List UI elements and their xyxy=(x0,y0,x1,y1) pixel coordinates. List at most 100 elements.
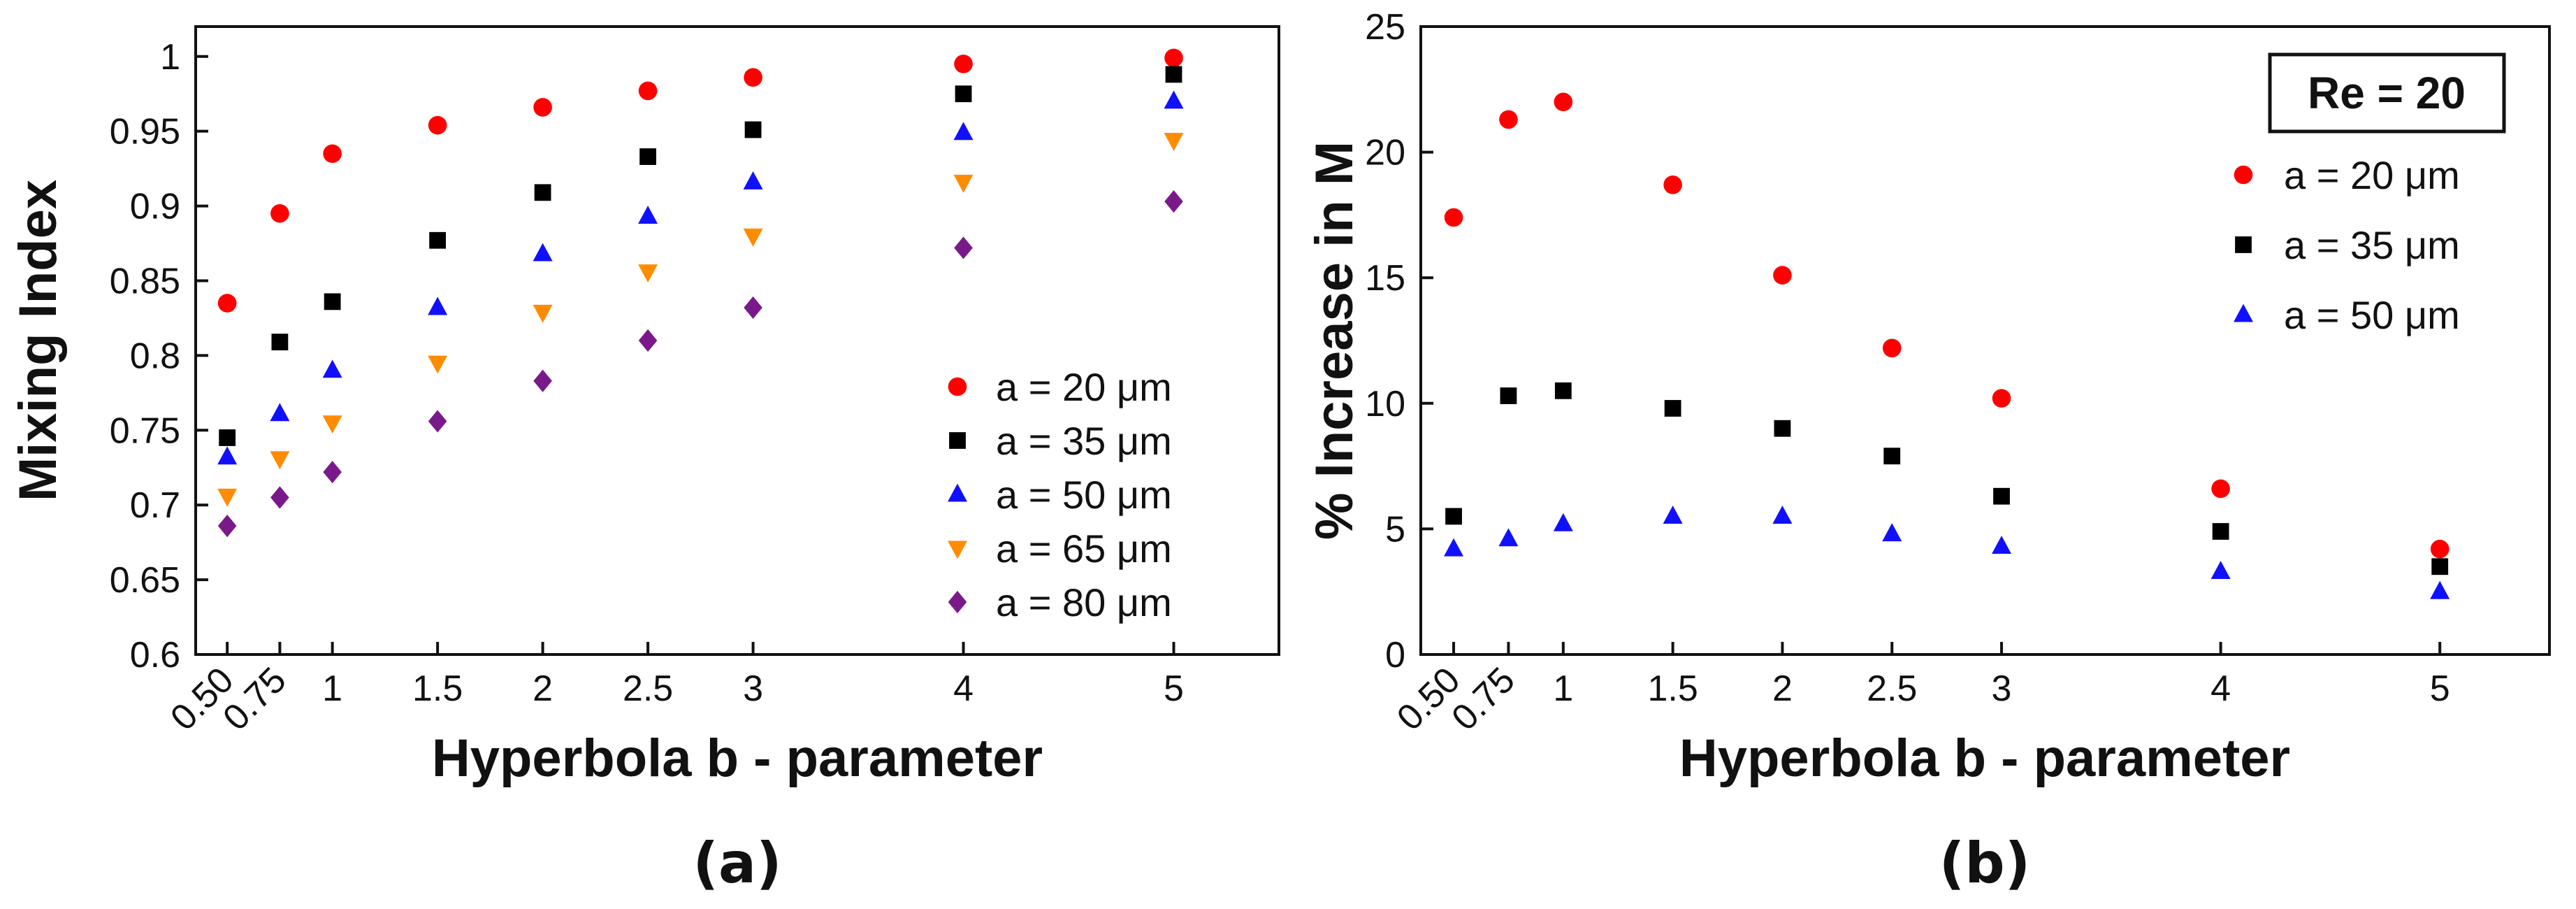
x-tick-label: 1 xyxy=(322,668,342,709)
data-point xyxy=(428,296,448,315)
y-tick-label: 0.85 xyxy=(110,261,180,301)
data-point xyxy=(1498,528,1519,547)
legend-marker xyxy=(948,377,967,396)
y-tick-label: 0.7 xyxy=(130,485,180,526)
data-point xyxy=(1992,536,2012,554)
data-points-b xyxy=(1444,92,2450,599)
y-ticks-b: 0 5 10 15 20 25 xyxy=(1365,7,1433,675)
y-axis-label-b: % Increase in M xyxy=(1305,141,1364,540)
data-point xyxy=(428,115,447,135)
data-point xyxy=(1664,400,1681,417)
data-point xyxy=(217,515,237,538)
data-point xyxy=(744,121,762,138)
x-tick-label: 2 xyxy=(1772,668,1793,709)
data-point xyxy=(2431,558,2449,575)
data-point xyxy=(2212,523,2229,540)
x-axis-label-b: Hyperbola b - parameter xyxy=(1679,729,2290,788)
data-point xyxy=(1663,506,1683,524)
data-point xyxy=(1444,208,1463,227)
re-annotation-text: Re = 20 xyxy=(2308,68,2466,118)
data-point xyxy=(2211,479,2230,499)
data-point xyxy=(324,293,341,310)
y-ticks-a: 0.6 0.65 0.7 0.75 0.8 0.85 0.9 0.95 1 xyxy=(110,37,208,675)
legend-label: a = 35 μm xyxy=(2284,223,2460,267)
data-point xyxy=(953,174,974,193)
legend-label: a = 50 μm xyxy=(996,473,1172,517)
data-point xyxy=(533,243,553,262)
legend-a: a = 20 μm a = 35 μm a = 50 μm a = 65 μm a = … xyxy=(948,365,1172,624)
y-tick-label: 5 xyxy=(1385,509,1405,550)
data-point xyxy=(1992,389,2011,408)
data-point xyxy=(1164,90,1184,109)
y-axis-label-a: Mixing Index xyxy=(8,180,68,501)
data-point xyxy=(953,122,974,141)
y-tick-label: 1 xyxy=(160,37,180,78)
y-tick-label: 0.6 xyxy=(130,635,180,675)
x-ticks-a: 0.500.75 1 1.5 2 2.5 3 4 5 xyxy=(163,642,1184,738)
x-tick-label: 4 xyxy=(2210,668,2231,709)
legend-label: a = 50 μm xyxy=(2284,293,2460,337)
panel-label-b: (b) xyxy=(1939,831,2030,896)
legend-label: a = 80 μm xyxy=(996,580,1172,624)
x-tick-label: 2.5 xyxy=(623,668,673,709)
data-point xyxy=(428,410,447,433)
legend-marker xyxy=(2235,236,2252,253)
x-ticks-b: 0.500.75 1 1.5 2 2.5 3 4 5 xyxy=(1389,642,2450,738)
data-point xyxy=(270,451,290,470)
data-point xyxy=(429,231,447,249)
data-point xyxy=(1883,448,1901,465)
data-point xyxy=(1554,92,1573,112)
data-point xyxy=(533,98,552,117)
data-point xyxy=(954,236,973,259)
x-tick-label: 0.75 xyxy=(215,659,294,738)
data-point xyxy=(1165,66,1182,83)
x-tick-label: 0.75 xyxy=(1444,659,1523,738)
y-tick-label: 10 xyxy=(1365,384,1405,424)
data-point xyxy=(322,415,342,434)
data-point xyxy=(743,228,763,247)
y-tick-label: 15 xyxy=(1365,258,1405,299)
data-point xyxy=(534,184,551,201)
data-point xyxy=(744,68,762,87)
x-tick-label: 2.5 xyxy=(1867,668,1917,709)
x-axis-label-a: Hyperbola b - parameter xyxy=(432,729,1043,788)
data-point xyxy=(2430,580,2450,599)
data-point xyxy=(1554,382,1572,399)
x-tick-label: 3 xyxy=(743,668,763,709)
legend-b: a = 20 μm a = 35 μm a = 50 μm xyxy=(2234,153,2460,337)
x-tick-label: 3 xyxy=(1992,668,2012,709)
y-tick-label: 0.8 xyxy=(130,336,180,376)
data-point xyxy=(323,461,342,484)
x-tick-label: 1.5 xyxy=(412,668,463,709)
y-tick-label: 0.9 xyxy=(130,187,180,227)
data-point xyxy=(638,206,658,224)
data-point xyxy=(1164,132,1184,151)
data-point xyxy=(217,294,237,313)
data-point xyxy=(219,429,236,446)
legend-marker xyxy=(948,483,967,502)
legend-label: a = 65 μm xyxy=(996,527,1172,571)
data-point xyxy=(744,296,762,320)
panel-label-a: (a) xyxy=(693,831,781,896)
x-tick-label: 1.5 xyxy=(1647,668,1698,709)
legend-label: a = 20 μm xyxy=(2284,153,2460,197)
data-point xyxy=(955,85,972,103)
data-point xyxy=(639,148,656,165)
data-point xyxy=(1500,387,1517,404)
data-point xyxy=(217,488,238,507)
data-point xyxy=(638,81,658,101)
y-tick-label: 0.95 xyxy=(110,112,180,152)
data-point xyxy=(638,264,658,283)
data-point xyxy=(270,203,289,223)
data-point xyxy=(2210,561,2231,579)
data-point xyxy=(1772,506,1793,524)
data-points-a xyxy=(217,48,1184,538)
y-tick-label: 25 xyxy=(1365,7,1405,48)
y-tick-label: 0.65 xyxy=(110,560,180,601)
data-point xyxy=(1444,538,1464,557)
x-tick-label: 5 xyxy=(1164,668,1184,709)
legend-marker xyxy=(2234,165,2253,185)
data-point xyxy=(217,446,238,465)
